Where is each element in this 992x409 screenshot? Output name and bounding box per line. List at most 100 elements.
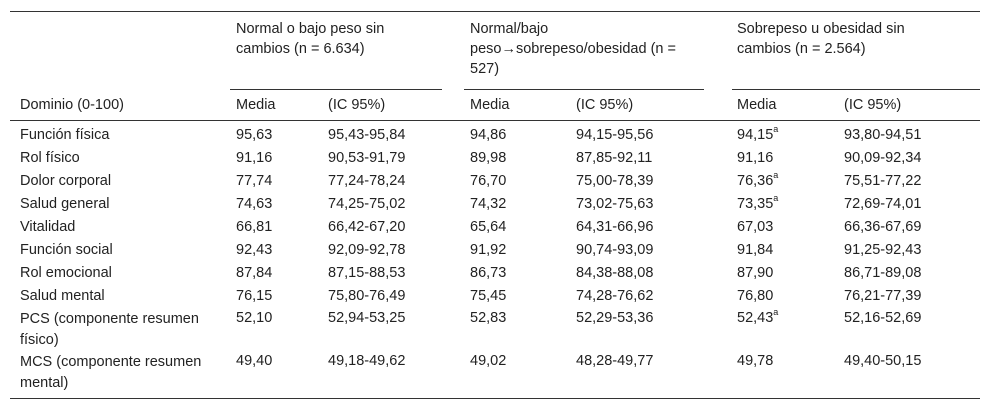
ci-cell: 75,00-78,39	[576, 170, 653, 193]
cell-value: 49,40	[236, 353, 273, 369]
cell-value: 91,84	[737, 242, 774, 258]
table-header: Normal o bajo peso sin cambios (n = 6.63…	[10, 12, 980, 121]
cell-value: 75,00-78,39	[576, 173, 654, 189]
domain-label: Salud mental	[20, 288, 105, 304]
cell-value: 52,94-53,25	[328, 310, 406, 326]
cell-value: 92,43	[236, 242, 273, 258]
ci-cell: 66,42-67,20	[328, 216, 405, 239]
mean-cell: 95,63	[236, 124, 272, 147]
cell-value: 86,71-89,08	[844, 265, 922, 281]
ci-cell: 72,69-74,01	[844, 193, 921, 216]
domain-label: Rol emocional	[20, 265, 112, 281]
ci-cell: 95,43-95,84	[328, 124, 405, 147]
ci-cell: 86,71-89,08	[844, 262, 921, 285]
domain-label: PCS (componente resumen físico)	[20, 311, 199, 348]
footnote-marker: a	[773, 124, 779, 135]
cell-value: 94,86	[470, 127, 507, 143]
subheader-mean: Media	[236, 97, 276, 113]
mean-cell: 65,64	[470, 216, 506, 239]
group-header-transition: Normal/bajo peso→sobrepeso/obesidad (n =…	[470, 21, 676, 77]
cell-value: 87,90	[737, 265, 774, 281]
domain-label: Vitalidad	[20, 219, 76, 235]
domain-label: Función social	[20, 242, 113, 258]
ci-cell: 52,16-52,69	[844, 308, 921, 329]
group-rule-transition	[464, 89, 704, 90]
table-row: Función física 95,63 95,43-95,84 94,86 94,15…	[10, 124, 980, 147]
group-rule-overweight	[732, 89, 980, 90]
subheader-ci: (IC 95%)	[576, 97, 634, 113]
mean-cell: 91,92	[470, 239, 506, 262]
ci-cell: 90,53-91,79	[328, 147, 405, 170]
cell-value: 91,25-92,43	[844, 242, 922, 258]
cell-value: 76,80	[737, 288, 774, 304]
cell-value: 76,15	[236, 288, 273, 304]
mean-cell: 92,43	[236, 239, 272, 262]
cell-value: 49,78	[737, 353, 774, 369]
cell-value: 52,83	[470, 310, 507, 326]
cell-value: 94,15	[737, 127, 774, 143]
ci-cell: 76,21-77,39	[844, 285, 921, 308]
mean-cell: 86,73	[470, 262, 506, 285]
subheader-mean: Media	[470, 97, 510, 113]
ci-cell: 66,36-67,69	[844, 216, 921, 239]
domain-label: Salud general	[20, 196, 110, 212]
cell-value: 73,02-75,63	[576, 196, 654, 212]
cell-value: 93,80-94,51	[844, 127, 922, 143]
footnote-marker: a	[773, 170, 779, 181]
ci-cell: 91,25-92,43	[844, 239, 921, 262]
ci-cell: 75,51-77,22	[844, 170, 921, 193]
table-row: Salud mental 76,15 75,80-76,49 75,45 74,28-7…	[10, 285, 980, 308]
cell-value: 90,53-91,79	[328, 150, 406, 166]
mean-cell: 67,03	[737, 216, 773, 239]
ci-cell: 87,15-88,53	[328, 262, 405, 285]
domain-label: Dolor corporal	[20, 173, 112, 189]
cell-value: 74,63	[236, 196, 273, 212]
mean-cell: 76,36a	[737, 170, 778, 193]
ci-cell: 73,02-75,63	[576, 193, 653, 216]
cell-value: 64,31-66,96	[576, 219, 654, 235]
ci-cell: 93,80-94,51	[844, 124, 921, 147]
mean-cell: 76,15	[236, 285, 272, 308]
group-rule-normal	[230, 89, 442, 90]
table-row: PCS (componente resumen físico) 52,10 52,9…	[10, 308, 980, 351]
cell-value: 52,43	[737, 310, 774, 326]
cell-value: 76,21-77,39	[844, 288, 922, 304]
mean-cell: 89,98	[470, 147, 506, 170]
cell-value: 90,09-92,34	[844, 150, 922, 166]
subheader-ci: (IC 95%)	[328, 97, 386, 113]
mean-cell: 52,83	[470, 308, 506, 329]
cell-value: 75,45	[470, 288, 507, 304]
mean-cell: 91,16	[737, 147, 773, 170]
mean-cell: 49,02	[470, 351, 506, 372]
cell-value: 49,40-50,15	[844, 353, 922, 369]
cell-value: 66,81	[236, 219, 273, 235]
ci-cell: 77,24-78,24	[328, 170, 405, 193]
cell-value: 86,73	[470, 265, 507, 281]
mean-cell: 87,90	[737, 262, 773, 285]
mean-cell: 76,70	[470, 170, 506, 193]
ci-cell: 87,85-92,11	[576, 147, 652, 170]
subheader-ci: (IC 95%)	[844, 97, 902, 113]
mean-cell: 74,63	[236, 193, 272, 216]
cell-value: 49,18-49,62	[328, 353, 406, 369]
ci-cell: 75,80-76,49	[328, 285, 405, 308]
cell-value: 66,42-67,20	[328, 219, 406, 235]
footnote-marker: a	[773, 307, 779, 318]
cell-value: 72,69-74,01	[844, 196, 922, 212]
results-table: Normal o bajo peso sin cambios (n = 6.63…	[10, 11, 980, 399]
group-header-overweight: Sobrepeso u obesidad sin cambios (n = 2.…	[737, 21, 905, 57]
mean-cell: 49,40	[236, 351, 272, 372]
cell-value: 74,25-75,02	[328, 196, 406, 212]
ci-cell: 48,28-49,77	[576, 351, 653, 372]
mean-cell: 91,16	[236, 147, 272, 170]
cell-value: 94,15-95,56	[576, 127, 654, 143]
ci-cell: 52,94-53,25	[328, 308, 405, 329]
cell-value: 65,64	[470, 219, 507, 235]
table-row: Salud general 74,63 74,25-75,02 74,32 73,02-…	[10, 193, 980, 216]
cell-value: 75,80-76,49	[328, 288, 406, 304]
domain-label: Función física	[20, 127, 110, 143]
cell-value: 48,28-49,77	[576, 353, 654, 369]
group-header-normal: Normal o bajo peso sin cambios (n = 6.63…	[236, 21, 385, 57]
ci-cell: 74,28-76,62	[576, 285, 653, 308]
ci-cell: 92,09-92,78	[328, 239, 405, 262]
